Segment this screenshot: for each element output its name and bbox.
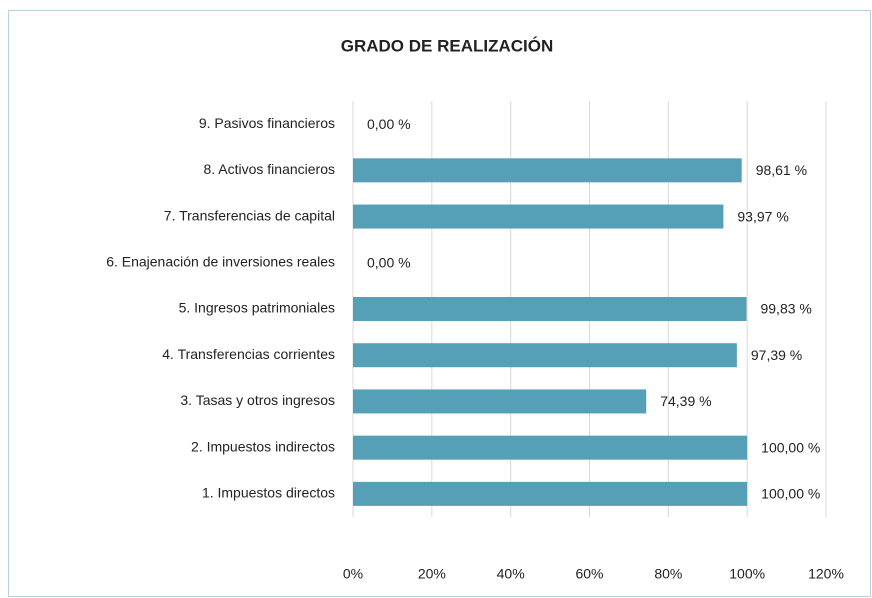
y-tick-label: 3. Tasas y otros ingresos	[180, 392, 335, 408]
x-tick-label: 100%	[729, 566, 765, 582]
chart-title: GRADO DE REALIZACIÓN	[341, 36, 554, 55]
x-tick-label: 80%	[654, 566, 682, 582]
value-label: 0,00 %	[367, 254, 411, 270]
y-tick-label: 7. Transferencias de capital	[164, 207, 335, 223]
value-label: 93,97 %	[737, 208, 788, 224]
bar	[353, 158, 742, 183]
bar	[353, 481, 748, 506]
y-tick-label: 4. Transferencias corrientes	[162, 346, 335, 362]
bar	[353, 297, 747, 321]
x-tick-label: 60%	[575, 566, 603, 582]
y-tick-label: 1. Impuestos directos	[202, 485, 335, 501]
value-label: 74,39 %	[660, 393, 711, 409]
y-tick-label: 9. Pasivos financieros	[199, 115, 335, 131]
y-tick-label: 2. Impuestos indirectos	[191, 438, 335, 454]
y-tick-label: 8. Activos financieros	[203, 161, 335, 177]
bar	[353, 204, 724, 229]
x-tick-label: 120%	[808, 566, 844, 582]
x-tick-label: 40%	[497, 566, 525, 582]
bar	[353, 343, 737, 368]
value-label: 100,00 %	[761, 486, 820, 502]
bar	[353, 389, 647, 414]
value-label: 99,83 %	[760, 301, 811, 317]
y-tick-label: 6. Enajenación de inversiones reales	[106, 253, 335, 269]
x-tick-label: 20%	[418, 566, 446, 582]
value-label: 97,39 %	[751, 347, 802, 363]
bar	[353, 435, 748, 460]
value-label: 98,61 %	[756, 162, 807, 178]
value-label: 0,00 %	[367, 116, 411, 132]
y-tick-label: 5. Ingresos patrimoniales	[179, 300, 335, 316]
value-label: 100,00 %	[761, 439, 820, 455]
x-tick-label: 0%	[343, 566, 363, 582]
